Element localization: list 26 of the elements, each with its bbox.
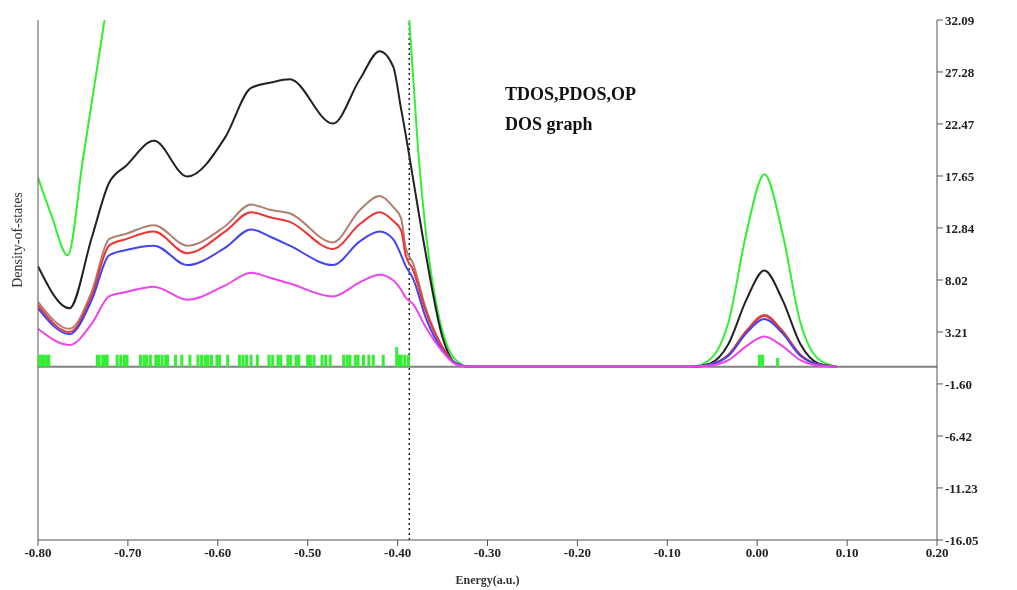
y-tick-label: 32.09 [945,12,975,28]
y-tick-label: 22.47 [945,116,975,132]
x-tick-label: 0.10 [835,545,859,561]
x-tick-label: -0.60 [204,545,232,561]
y-tick-label: -6.42 [945,428,973,444]
x-tick-label: -0.80 [24,545,52,561]
y-tick-label: 17.65 [945,168,975,184]
x-tick-label: -0.30 [473,545,502,561]
y-tick-label: -1.60 [945,376,973,392]
x-tick-label: -0.40 [384,545,412,561]
y-tick-label: 27.28 [945,64,975,80]
text: DOS graph [505,114,593,134]
x-tick-label: -0.20 [563,545,591,561]
y-tick-label: -11.23 [945,480,979,496]
x-tick-label: -0.50 [294,545,322,561]
x-tick-label: 0.00 [745,545,769,561]
y-tick-label: 3.21 [945,324,968,340]
y-tick-label: -16.05 [945,532,980,548]
x-axis-title: Energy(a.u.) [455,573,520,587]
y-tick-label: 12.84 [945,220,975,236]
text: TDOS,PDOS,OP [505,84,637,104]
x-tick-label: -0.70 [114,545,142,561]
y-tick-label: 8.02 [945,272,968,288]
x-tick-label: -0.10 [653,545,681,561]
x-tick-label: 0.20 [925,545,949,561]
y-axis-title: Density-of-states [10,192,25,288]
